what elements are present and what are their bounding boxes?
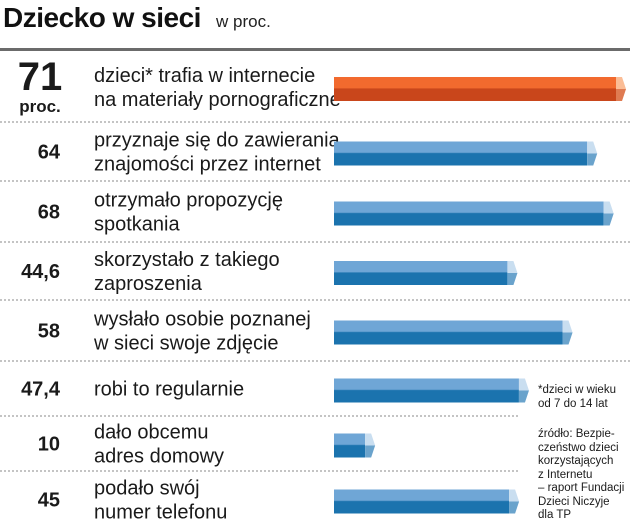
bar (334, 201, 604, 226)
bar-cap-shade (562, 332, 573, 345)
value-label: 45 (38, 490, 60, 512)
value-label: 68 (38, 202, 60, 224)
bar (334, 141, 588, 166)
bar-cap-shade (507, 273, 518, 285)
chart-subtitle: w proc. (216, 12, 271, 31)
value-label: 64 (38, 142, 61, 164)
category-label: podało swój (94, 478, 200, 500)
bar-cap-shade (587, 153, 598, 166)
value-unit-label: proc. (19, 97, 61, 116)
bar-cap-shade (616, 89, 626, 101)
bar-cap-shade (603, 213, 614, 226)
bar (334, 261, 508, 285)
bar (334, 378, 519, 403)
value-label: 44,6 (21, 261, 60, 283)
bar-cap-shade (365, 445, 376, 458)
category-label: zaproszenia (94, 273, 203, 295)
category-label: dzieci* trafia w internecie (94, 65, 315, 87)
value-label-highlight: 71 (18, 55, 63, 99)
source-note: źródło: Bezpie- czeństwo dzieci korzysta… (538, 428, 625, 521)
category-label: adres domowy (94, 446, 224, 468)
value-label: 10 (38, 434, 60, 456)
category-label: dało obcemu (94, 422, 209, 444)
footnote: *dzieci w wieku od 7 do 14 lat (538, 384, 616, 410)
value-label: 58 (38, 321, 60, 343)
bar-cap-shade (518, 390, 529, 403)
category-label: w sieci swoje zdjęcie (93, 333, 279, 355)
chart-title: Dziecko w sieci (3, 2, 201, 33)
category-label: przyznaje się do zawierania (94, 130, 341, 152)
category-label: wysłało osobie poznanej (93, 309, 311, 331)
bar (334, 320, 563, 345)
bar-highlight (334, 77, 616, 101)
bar (334, 433, 366, 458)
category-label: znajomości przez internet (94, 154, 321, 176)
value-label: 47,4 (21, 379, 61, 401)
category-label: skorzystało z takiego (94, 249, 280, 271)
bar (334, 489, 510, 514)
category-label: numer telefonu (94, 502, 227, 524)
category-label: na materiały pornograficzne (94, 89, 341, 111)
category-label: otrzymało propozycję (94, 190, 283, 212)
top-rule (0, 48, 630, 51)
bar-cap-shade (509, 501, 520, 514)
category-label: spotkania (94, 214, 180, 236)
category-label: robi to regularnie (94, 379, 244, 401)
